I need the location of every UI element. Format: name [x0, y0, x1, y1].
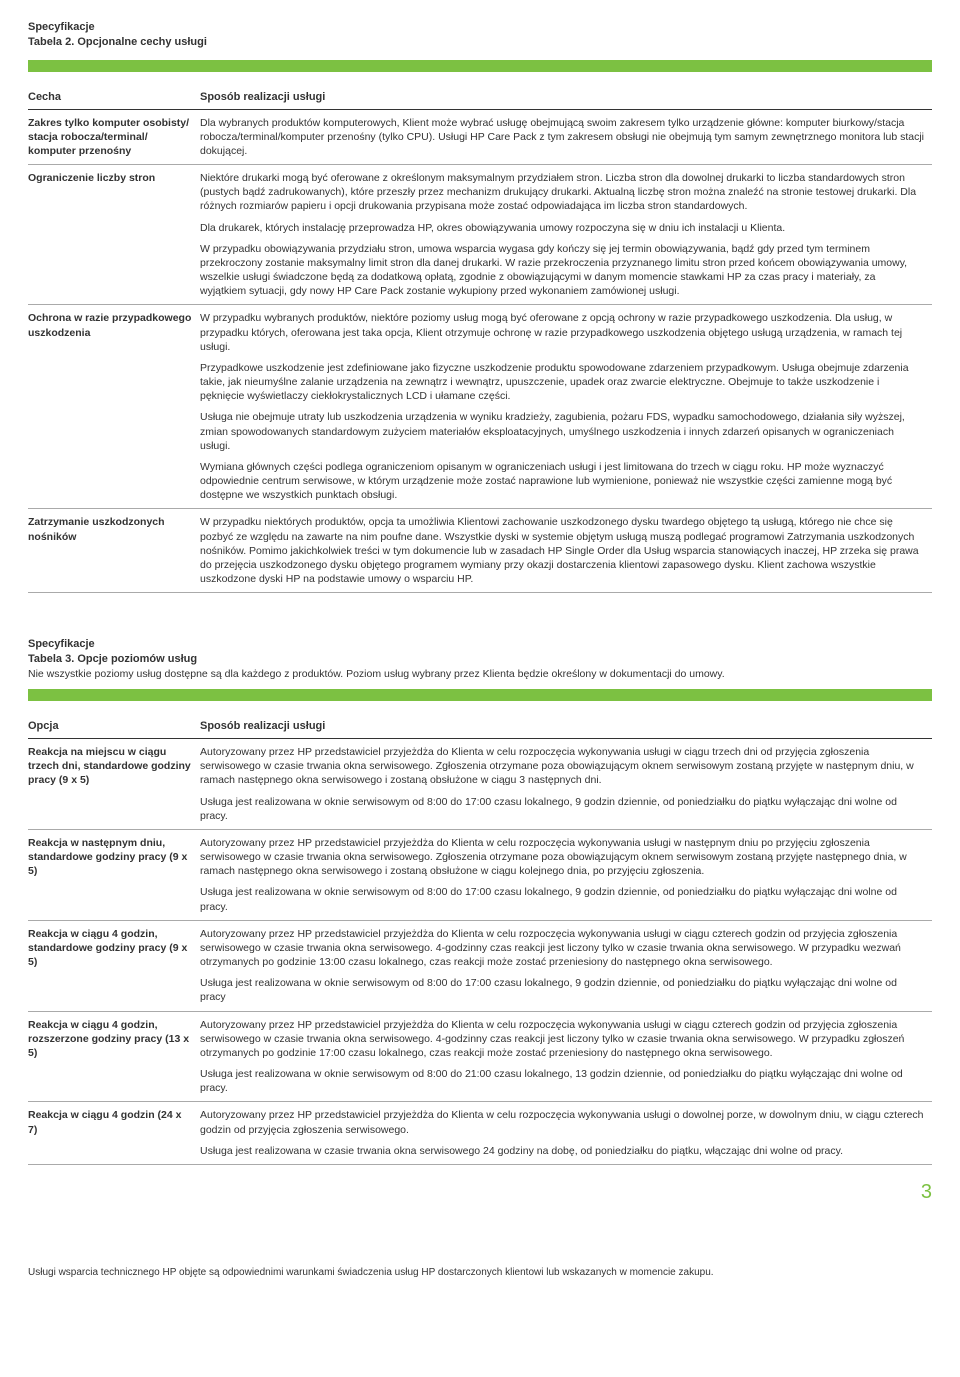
table2: Cecha Sposób realizacji usługi Zakres ty… — [28, 86, 932, 594]
row-content: Autoryzowany przez HP przedstawiciel prz… — [200, 1011, 932, 1102]
table2-spec-label: Specyfikacje — [28, 20, 932, 35]
row-label: Reakcja w następnym dniu, standardowe go… — [28, 829, 200, 920]
table3-spec-label: Specyfikacje — [28, 637, 932, 652]
paragraph: Autoryzowany przez HP przedstawiciel prz… — [200, 745, 924, 788]
paragraph: Usługa jest realizowana w oknie serwisow… — [200, 976, 924, 1004]
paragraph: Autoryzowany przez HP przedstawiciel prz… — [200, 836, 924, 879]
table-row: Reakcja w ciągu 4 godzin, standardowe go… — [28, 920, 932, 1011]
paragraph: Usługa jest realizowana w oknie serwisow… — [200, 1067, 924, 1095]
row-content: Autoryzowany przez HP przedstawiciel prz… — [200, 1102, 932, 1165]
paragraph: W przypadku obowiązywania przydziału str… — [200, 242, 924, 299]
table-row: Reakcja na miejscu w ciągu trzech dni, s… — [28, 739, 932, 830]
table3-head-right: Sposób realizacji usługi — [200, 715, 932, 738]
green-divider — [28, 60, 932, 72]
footer-text: Usługi wsparcia technicznego HP objęte s… — [28, 1266, 932, 1280]
paragraph: Usługa jest realizowana w czasie trwania… — [200, 1144, 924, 1158]
row-content: Autoryzowany przez HP przedstawiciel prz… — [200, 829, 932, 920]
row-label: Reakcja na miejscu w ciągu trzech dni, s… — [28, 739, 200, 830]
green-divider — [28, 689, 932, 701]
table-row: Reakcja w ciągu 4 godzin, rozszerzone go… — [28, 1011, 932, 1102]
table3: Opcja Sposób realizacji usługi Reakcja n… — [28, 715, 932, 1165]
paragraph: Przypadkowe uszkodzenie jest zdefiniowan… — [200, 361, 924, 404]
row-label: Reakcja w ciągu 4 godzin, rozszerzone go… — [28, 1011, 200, 1102]
table-row: Zatrzymanie uszkodzonych nośnikówW przyp… — [28, 509, 932, 593]
row-label: Zatrzymanie uszkodzonych nośników — [28, 509, 200, 593]
table2-head-left: Cecha — [28, 86, 200, 109]
row-label: Ograniczenie liczby stron — [28, 165, 200, 305]
paragraph: Dla drukarek, których instalację przepro… — [200, 221, 924, 235]
paragraph: Autoryzowany przez HP przedstawiciel prz… — [200, 1018, 924, 1061]
paragraph: Dla wybranych produktów komputerowych, K… — [200, 116, 924, 159]
paragraph: Usługa nie obejmuje utraty lub uszkodzen… — [200, 410, 924, 453]
page-number: 3 — [28, 1179, 932, 1206]
row-label: Reakcja w ciągu 4 godzin, standardowe go… — [28, 920, 200, 1011]
table3-note: Nie wszystkie poziomy usług dostępne są … — [28, 667, 932, 681]
paragraph: Usługa jest realizowana w oknie serwisow… — [200, 795, 924, 823]
paragraph: Wymiana głównych części podlega ogranicz… — [200, 460, 924, 503]
row-content: Autoryzowany przez HP przedstawiciel prz… — [200, 739, 932, 830]
table-row: Ograniczenie liczby stronNiektóre drukar… — [28, 165, 932, 305]
table3-head-left: Opcja — [28, 715, 200, 738]
row-label: Ochrona w razie przypadkowego uszkodzeni… — [28, 305, 200, 509]
row-label: Zakres tylko komputer osobisty/ stacja r… — [28, 109, 200, 165]
row-content: Autoryzowany przez HP przedstawiciel prz… — [200, 920, 932, 1011]
row-content: Niektóre drukarki mogą być oferowane z o… — [200, 165, 932, 305]
table-row: Reakcja w następnym dniu, standardowe go… — [28, 829, 932, 920]
paragraph: Usługa jest realizowana w oknie serwisow… — [200, 885, 924, 913]
paragraph: Autoryzowany przez HP przedstawiciel prz… — [200, 1108, 924, 1136]
row-label: Reakcja w ciągu 4 godzin (24 x 7) — [28, 1102, 200, 1165]
paragraph: W przypadku wybranych produktów, niektór… — [200, 311, 924, 354]
paragraph: Autoryzowany przez HP przedstawiciel prz… — [200, 927, 924, 970]
table3-title: Tabela 3. Opcje poziomów usług — [28, 652, 932, 667]
table-row: Ochrona w razie przypadkowego uszkodzeni… — [28, 305, 932, 509]
table2-head-right: Sposób realizacji usługi — [200, 86, 932, 109]
row-content: Dla wybranych produktów komputerowych, K… — [200, 109, 932, 165]
table2-title: Tabela 2. Opcjonalne cechy usługi — [28, 35, 932, 50]
table-row: Zakres tylko komputer osobisty/ stacja r… — [28, 109, 932, 165]
paragraph: Niektóre drukarki mogą być oferowane z o… — [200, 171, 924, 214]
paragraph: W przypadku niektórych produktów, opcja … — [200, 515, 924, 586]
row-content: W przypadku niektórych produktów, opcja … — [200, 509, 932, 593]
row-content: W przypadku wybranych produktów, niektór… — [200, 305, 932, 509]
table-row: Reakcja w ciągu 4 godzin (24 x 7)Autoryz… — [28, 1102, 932, 1165]
